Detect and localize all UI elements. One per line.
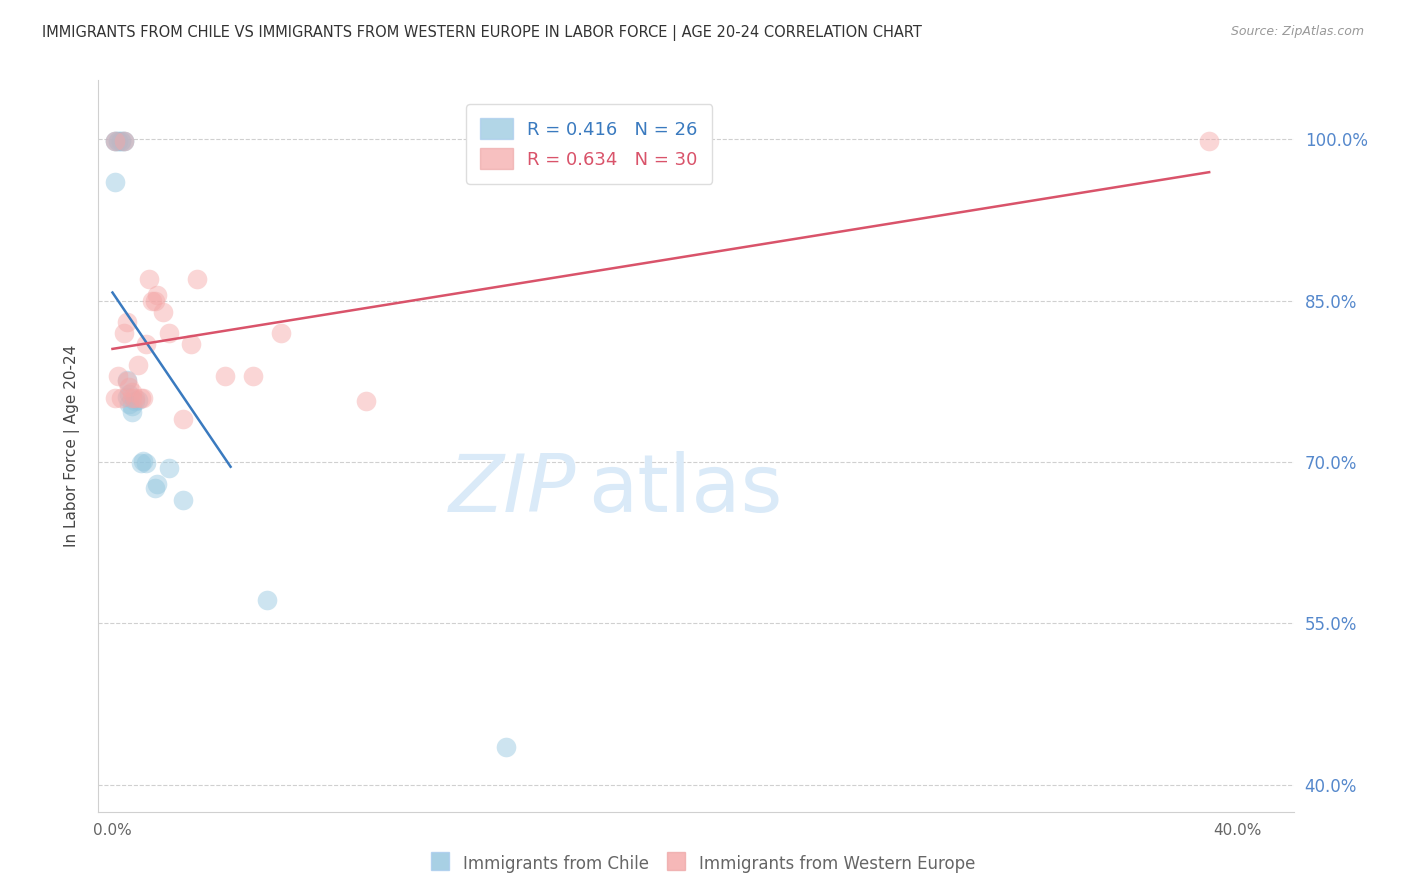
Point — [121, 399, 143, 413]
Point — [118, 380, 141, 394]
Text: IMMIGRANTS FROM CHILE VS IMMIGRANTS FROM WESTERN EUROPE IN LABOR FORCE | AGE 20-: IMMIGRANTS FROM CHILE VS IMMIGRANTS FROM… — [42, 25, 922, 41]
Point — [104, 391, 127, 405]
Point — [112, 326, 135, 340]
Point — [495, 740, 517, 755]
Point — [129, 391, 152, 405]
Point — [157, 460, 180, 475]
Point — [110, 134, 132, 148]
Point — [270, 326, 292, 340]
Point — [112, 134, 135, 148]
Point — [132, 454, 155, 468]
Point — [186, 272, 208, 286]
Point — [180, 336, 202, 351]
Point — [107, 134, 129, 148]
Text: atlas: atlas — [589, 450, 783, 529]
Point — [107, 134, 129, 148]
Point — [112, 134, 135, 148]
Point — [115, 390, 138, 404]
Point — [129, 456, 152, 470]
Point — [127, 392, 149, 407]
Point — [1198, 134, 1220, 148]
Point — [118, 397, 141, 411]
Point — [121, 404, 143, 418]
Point — [121, 385, 143, 400]
Y-axis label: In Labor Force | Age 20-24: In Labor Force | Age 20-24 — [63, 345, 80, 547]
Point — [124, 393, 146, 408]
Point — [214, 369, 236, 384]
Point — [138, 272, 160, 286]
Point — [121, 391, 143, 405]
Point — [354, 393, 377, 408]
Point — [115, 375, 138, 389]
Point — [104, 134, 127, 148]
Point — [112, 134, 135, 148]
Point — [143, 293, 166, 308]
Point — [115, 315, 138, 329]
Point — [132, 391, 155, 405]
Point — [152, 304, 174, 318]
Point — [110, 391, 132, 405]
Point — [104, 134, 127, 148]
Point — [143, 481, 166, 495]
Point — [172, 412, 194, 426]
Point — [172, 492, 194, 507]
Point — [124, 391, 146, 405]
Point — [104, 176, 127, 190]
Point — [107, 369, 129, 384]
Point — [127, 359, 149, 373]
Point — [146, 476, 169, 491]
Text: ZIP: ZIP — [449, 450, 576, 529]
Legend: Immigrants from Chile, Immigrants from Western Europe: Immigrants from Chile, Immigrants from W… — [423, 847, 983, 880]
Text: Source: ZipAtlas.com: Source: ZipAtlas.com — [1230, 25, 1364, 38]
Point — [135, 456, 157, 470]
Point — [104, 134, 127, 148]
Point — [157, 326, 180, 340]
Point — [256, 592, 278, 607]
Legend: R = 0.416   N = 26, R = 0.634   N = 30: R = 0.416 N = 26, R = 0.634 N = 30 — [465, 104, 713, 184]
Point — [110, 134, 132, 148]
Point — [141, 293, 163, 308]
Point — [118, 387, 141, 401]
Point — [135, 336, 157, 351]
Point — [146, 288, 169, 302]
Point — [115, 373, 138, 387]
Point — [242, 369, 264, 384]
